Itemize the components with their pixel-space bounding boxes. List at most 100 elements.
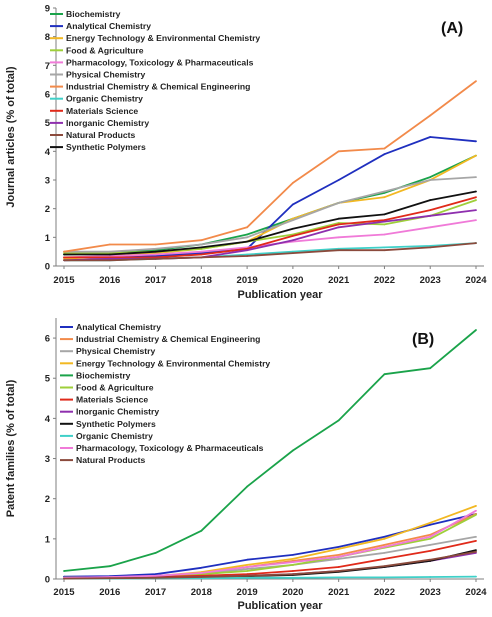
y-tick-label: 4 xyxy=(45,414,51,425)
data-point-analytical-chemistry xyxy=(200,566,203,569)
legend-label-pharmacology-toxicology-pharmaceuticals: Pharmacology, Toxicology & Pharmaceutica… xyxy=(66,57,254,67)
legend-label-physical-chemistry: Physical Chemistry xyxy=(66,70,146,80)
data-point-energy-technology-environmental-chemistry xyxy=(337,547,340,550)
data-point-analytical-chemistry xyxy=(383,535,386,538)
data-point-materials-science xyxy=(337,566,340,568)
data-point-biochemistry xyxy=(154,552,157,554)
x-tick-label: 2022 xyxy=(374,587,395,598)
data-point-natural-products xyxy=(475,242,477,244)
legend-label-analytical-chemistry: Analytical Chemistry xyxy=(66,21,151,31)
data-point-biochemistry xyxy=(475,329,477,331)
y-axis-label: Patent families (% of total) xyxy=(5,379,17,517)
x-tick-label: 2024 xyxy=(465,275,487,286)
data-point-materials-science xyxy=(291,235,294,237)
data-point-pharmacology-toxicology-pharmaceuticals xyxy=(337,236,340,239)
data-point-pharmacology-toxicology-pharmaceuticals xyxy=(108,255,111,257)
x-tick-label: 2024 xyxy=(465,587,487,598)
x-tick-label: 2020 xyxy=(282,275,303,286)
data-point-biochemistry xyxy=(383,373,386,376)
data-point-food-agriculture xyxy=(108,252,111,255)
x-tick-label: 2021 xyxy=(328,275,350,286)
data-point-pharmacology-toxicology-pharmaceuticals xyxy=(154,574,157,577)
data-point-energy-technology-environmental-chemistry xyxy=(291,558,294,560)
data-point-industrial-chemistry-chemical-engineering xyxy=(429,114,432,117)
series-line-materials-science xyxy=(63,540,477,580)
legend-label-natural-products: Natural Products xyxy=(66,130,135,140)
data-point-physical-chemistry xyxy=(291,219,294,222)
data-point-natural-products xyxy=(291,573,294,576)
legend-label-pharmacology-toxicology-pharmaceuticals: Pharmacology, Toxicology & Pharmaceutica… xyxy=(76,443,264,453)
data-point-organic-chemistry xyxy=(291,250,294,253)
data-point-physical-chemistry xyxy=(383,190,386,193)
data-point-physical-chemistry xyxy=(429,179,432,181)
data-point-physical-chemistry xyxy=(154,247,157,250)
x-tick-label: 2023 xyxy=(420,275,441,286)
data-point-physical-chemistry xyxy=(246,568,249,570)
data-point-physical-chemistry xyxy=(200,243,203,246)
data-point-materials-science xyxy=(154,256,157,259)
x-axis-label: Publication year xyxy=(238,289,324,301)
legend-label-materials-science: Materials Science xyxy=(76,395,148,405)
data-point-natural-products xyxy=(108,577,111,580)
data-point-natural-products xyxy=(246,255,249,257)
data-point-physical-chemistry xyxy=(337,202,340,204)
data-point-synthetic-polymers xyxy=(337,217,340,220)
data-point-food-agriculture xyxy=(200,247,203,250)
data-point-energy-technology-environmental-chemistry xyxy=(154,252,157,255)
x-tick-label: 2019 xyxy=(237,587,258,598)
y-tick-label: 3 xyxy=(45,454,50,465)
data-point-pharmacology-toxicology-pharmaceuticals xyxy=(383,233,386,236)
data-point-food-agriculture xyxy=(337,222,340,224)
data-point-biochemistry xyxy=(108,565,111,568)
data-point-materials-science xyxy=(337,223,340,226)
data-point-food-agriculture xyxy=(246,570,249,572)
y-tick-label: 5 xyxy=(45,118,51,129)
series-line-biochemistry xyxy=(63,329,477,572)
x-tick-label: 2023 xyxy=(420,587,441,598)
y-tick-label: 6 xyxy=(45,90,50,101)
data-point-analytical-chemistry xyxy=(383,153,386,156)
data-point-physical-chemistry xyxy=(475,176,477,179)
data-point-biochemistry xyxy=(246,485,249,488)
data-point-inorganic-chemistry xyxy=(475,209,477,212)
y-tick-label: 4 xyxy=(45,147,51,158)
data-point-industrial-chemistry-chemical-engineering xyxy=(154,243,157,246)
series-line-natural-products xyxy=(64,242,477,262)
data-point-natural-products xyxy=(383,249,386,252)
data-point-industrial-chemistry-chemical-engineering xyxy=(291,181,294,184)
data-point-pharmacology-toxicology-pharmaceuticals xyxy=(429,226,432,229)
legend-label-industrial-chemistry-chemical-engineering: Industrial Chemistry & Chemical Engineer… xyxy=(76,334,260,344)
data-point-synthetic-polymers xyxy=(475,190,477,193)
data-point-synthetic-polymers xyxy=(429,199,432,201)
legend-label-natural-products: Natural Products xyxy=(76,455,145,465)
data-point-analytical-chemistry xyxy=(475,140,477,143)
x-tick-label: 2016 xyxy=(99,587,120,598)
series-line-synthetic-polymers xyxy=(64,190,477,256)
data-point-energy-technology-environmental-chemistry xyxy=(246,564,249,566)
x-tick-label: 2018 xyxy=(191,275,212,286)
data-point-biochemistry xyxy=(429,367,432,370)
data-point-natural-products xyxy=(337,249,340,252)
data-point-materials-science xyxy=(108,256,111,259)
data-point-inorganic-chemistry xyxy=(337,226,340,229)
data-point-food-agriculture xyxy=(475,199,477,201)
x-tick-label: 2020 xyxy=(282,587,303,598)
data-point-natural-products xyxy=(200,576,203,578)
data-point-materials-science xyxy=(291,570,294,572)
data-point-analytical-chemistry xyxy=(429,523,432,526)
data-point-analytical-chemistry xyxy=(291,203,294,206)
data-point-organic-chemistry xyxy=(337,247,340,250)
legend-label-inorganic-chemistry: Inorganic Chemistry xyxy=(66,118,149,128)
x-tick-label: 2017 xyxy=(145,587,166,598)
data-point-synthetic-polymers xyxy=(63,253,65,256)
data-point-materials-science xyxy=(429,549,432,552)
data-point-industrial-chemistry-chemical-engineering xyxy=(383,147,386,150)
data-point-materials-science xyxy=(63,256,65,259)
data-point-biochemistry xyxy=(429,176,432,179)
data-point-biochemistry xyxy=(200,529,203,532)
legend-label-organic-chemistry: Organic Chemistry xyxy=(76,431,153,441)
data-point-physical-chemistry xyxy=(246,236,249,239)
data-point-inorganic-chemistry xyxy=(291,239,294,242)
legend-label-organic-chemistry: Organic Chemistry xyxy=(66,94,143,104)
x-tick-label: 2017 xyxy=(145,275,166,286)
